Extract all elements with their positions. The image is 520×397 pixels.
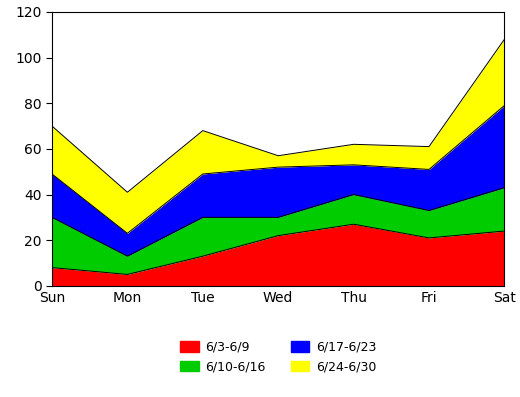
Legend: 6/3-6/9, 6/10-6/16, 6/17-6/23, 6/24-6/30: 6/3-6/9, 6/10-6/16, 6/17-6/23, 6/24-6/30 [175, 336, 381, 378]
